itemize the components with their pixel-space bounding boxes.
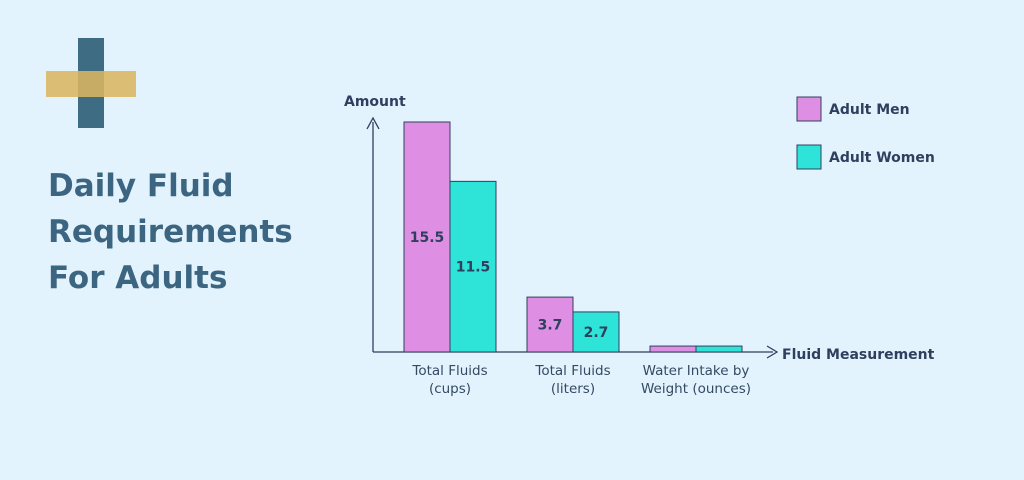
- data-label: 2.7: [584, 325, 609, 341]
- medical-cross-icon: [46, 38, 136, 128]
- bar-women: [695, 345, 743, 353]
- x-axis-title: Fluid Measurement: [782, 347, 935, 363]
- bar-men: [526, 296, 574, 353]
- page-title: Daily Fluid Requirements For Adults: [48, 163, 293, 301]
- legend-swatch: [796, 144, 822, 170]
- x-axis-arrow: [766, 345, 779, 359]
- legend-label: Adult Women: [829, 150, 935, 166]
- bar-women: [572, 311, 620, 353]
- bar-men: [403, 121, 451, 353]
- category-label: Water Intake by Weight (ounces): [641, 363, 751, 397]
- title-line: Requirements: [48, 214, 293, 250]
- legend: Adult Men Adult Women: [796, 96, 935, 170]
- title-line: For Adults: [48, 260, 228, 296]
- y-axis-arrow: [366, 116, 380, 130]
- category-label: Total Fluids (cups): [411, 363, 487, 397]
- category-labels: Total Fluids (cups) Total Fluids (liters) Wa…: [411, 363, 751, 397]
- bar-women: [449, 180, 497, 353]
- bars-group: 15.5 11.5 3.7 2.7: [403, 121, 743, 353]
- data-label: 11.5: [456, 260, 491, 276]
- legend-label: Adult Men: [829, 102, 910, 118]
- category-label: Total Fluids (liters): [534, 363, 610, 397]
- data-label: 3.7: [538, 318, 563, 334]
- legend-swatch: [796, 96, 822, 122]
- y-axis-title: Amount: [344, 94, 406, 110]
- bar-men: [649, 345, 697, 353]
- data-label: 15.5: [410, 230, 445, 246]
- title-line: Daily Fluid: [48, 168, 234, 204]
- logo-horizontal-bar: [46, 71, 136, 97]
